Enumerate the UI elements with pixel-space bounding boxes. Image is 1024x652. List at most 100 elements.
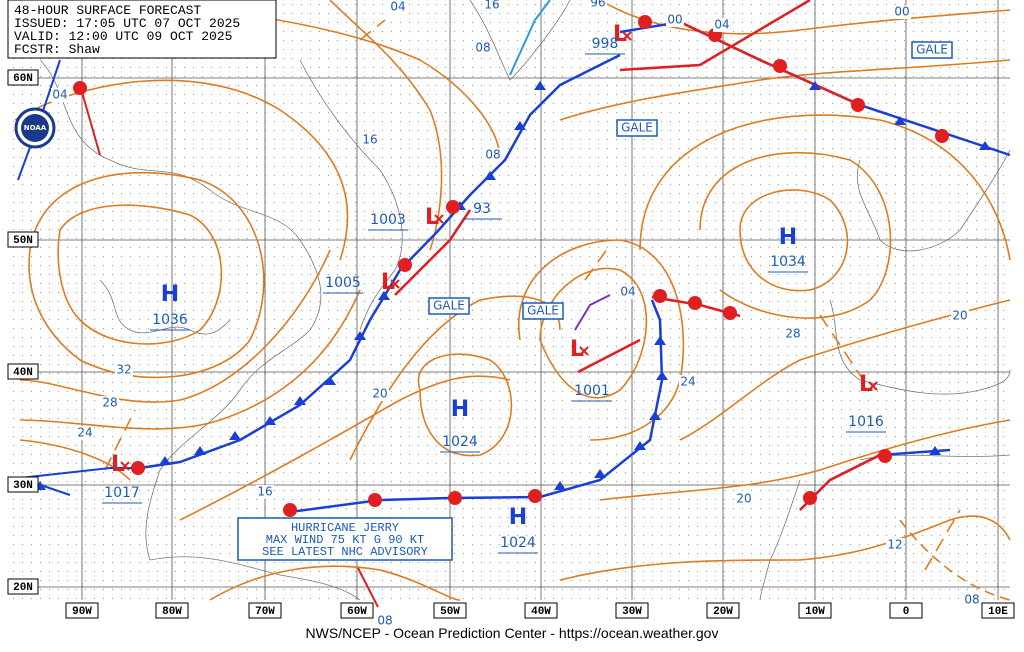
warm-front-bulge bbox=[723, 306, 737, 320]
cold-front-barb bbox=[264, 416, 276, 425]
graticule bbox=[8, 0, 1010, 600]
center-pressure: 1017 bbox=[104, 485, 140, 501]
iso-label-bg bbox=[483, 0, 501, 12]
header-line: ISSUED: 17:05 UTC 07 OCT 2025 bbox=[14, 16, 240, 31]
coord-box bbox=[7, 363, 39, 380]
iso-label-bg bbox=[389, 0, 407, 14]
warm-front-bulge bbox=[935, 129, 949, 143]
lon-label: 40W bbox=[531, 606, 551, 618]
lat-label: 60N bbox=[13, 73, 33, 85]
map-labels: 90W 80W 70W 60W 50W 40W 30W 20W 10W 0 10E 60N 50N 40N… bbox=[7, 0, 1015, 628]
isobar-label: 00 bbox=[667, 13, 682, 27]
iso-label-bg bbox=[735, 492, 753, 506]
header-line: 48-HOUR SURFACE FORECAST bbox=[14, 3, 201, 18]
lon-label: 50W bbox=[440, 606, 460, 618]
isobar-label: 20 bbox=[372, 387, 387, 401]
cold-front-barb bbox=[649, 411, 661, 420]
isobar-label: 04 bbox=[714, 18, 729, 32]
warm-front-bulge bbox=[773, 59, 787, 73]
cold-front-barb bbox=[929, 446, 941, 455]
low-center: L bbox=[425, 205, 439, 230]
coord-box bbox=[706, 602, 740, 619]
lon-label: 0 bbox=[903, 606, 910, 618]
warm-front-bulge bbox=[803, 491, 817, 505]
high-center: H bbox=[509, 505, 527, 530]
cold-front-barb bbox=[324, 376, 336, 385]
isobar-label: 32 bbox=[116, 363, 131, 377]
isobar-label: 12 bbox=[887, 538, 902, 552]
isobar-label: 04 bbox=[390, 0, 405, 14]
low-center: L bbox=[111, 452, 125, 477]
gale-box bbox=[428, 297, 470, 315]
center-pressure: 1016 bbox=[848, 414, 884, 430]
advisory-line: HURRICANE JERRY bbox=[291, 521, 399, 535]
gale-box bbox=[911, 41, 953, 59]
isobar-label: 20 bbox=[736, 492, 751, 506]
warm-front-bulge bbox=[638, 15, 652, 29]
isobar-label: 04 bbox=[620, 285, 635, 299]
warm-front-bulge bbox=[131, 461, 145, 475]
iso-label-bg bbox=[893, 5, 911, 19]
lat-label: 50N bbox=[13, 235, 33, 247]
coord-box bbox=[7, 578, 39, 595]
lon-label: 90W bbox=[72, 606, 92, 618]
warm-front-bulge bbox=[528, 489, 542, 503]
coord-box bbox=[7, 231, 39, 248]
gale-box bbox=[616, 119, 658, 137]
coord-box bbox=[340, 602, 374, 619]
gale-warning: GALE bbox=[621, 121, 653, 135]
high-center: H bbox=[161, 282, 179, 307]
iso-label-bg bbox=[666, 13, 684, 27]
isobar-label: 24 bbox=[680, 375, 695, 389]
header-line: VALID: 12:00 UTC 09 OCT 2025 bbox=[14, 29, 232, 44]
iso-label-bg bbox=[76, 426, 94, 440]
isobar-label: 16 bbox=[362, 133, 377, 147]
cold-front-barb bbox=[656, 371, 668, 380]
high-center: H bbox=[779, 225, 797, 250]
coord-box bbox=[981, 602, 1015, 619]
isobar-label: 08 bbox=[964, 593, 979, 607]
isobar-label: 08 bbox=[485, 148, 500, 162]
center-pressure: 1036 bbox=[152, 312, 188, 328]
lon-label: 80W bbox=[162, 606, 182, 618]
low-center: L bbox=[381, 270, 395, 295]
cold-front-barb bbox=[354, 331, 366, 340]
iso-label-bg bbox=[376, 614, 394, 628]
header-line: FCSTR: Shaw bbox=[14, 42, 100, 57]
iso-label-bg bbox=[474, 41, 492, 55]
iso-label-bg bbox=[963, 593, 981, 607]
cold-front-barb bbox=[554, 481, 566, 490]
footer: NWS/NCEP - Ocean Prediction Center - htt… bbox=[306, 625, 719, 641]
low-marker bbox=[390, 279, 400, 289]
isobar-label: 00 bbox=[894, 5, 909, 19]
lon-label: 60W bbox=[347, 606, 367, 618]
isobar-label: 28 bbox=[102, 396, 117, 410]
coord-box bbox=[798, 602, 832, 619]
center-pressure: 1005 bbox=[325, 275, 361, 291]
lon-label: 10E bbox=[988, 606, 1008, 618]
iso-label-bg bbox=[101, 396, 119, 410]
cold-front-barb bbox=[534, 81, 546, 90]
iso-label-bg bbox=[371, 387, 389, 401]
advisory-line: MAX WIND 75 KT G 90 KT bbox=[266, 533, 424, 547]
low-marker bbox=[579, 346, 589, 356]
high-center: H bbox=[451, 397, 469, 422]
coord-box bbox=[615, 602, 649, 619]
coord-box bbox=[248, 602, 282, 619]
cold-front-barb bbox=[378, 291, 390, 300]
warm-front-bulge bbox=[878, 449, 892, 463]
iso-label-bg bbox=[256, 485, 274, 499]
iso-label-bg bbox=[713, 18, 731, 32]
cold-front-barb bbox=[634, 441, 646, 450]
iso-label-bg bbox=[951, 309, 969, 323]
isobar-label: 04 bbox=[52, 88, 67, 102]
center-pressure: 93 bbox=[473, 201, 491, 217]
warm-front-bulge bbox=[851, 98, 865, 112]
gale-warning: GALE bbox=[433, 299, 465, 313]
center-pressure: 1024 bbox=[442, 434, 478, 450]
lat-label: 30N bbox=[13, 480, 33, 492]
warm-front-bulge bbox=[73, 81, 87, 95]
coord-box bbox=[7, 69, 39, 86]
low-center: L bbox=[613, 22, 627, 47]
